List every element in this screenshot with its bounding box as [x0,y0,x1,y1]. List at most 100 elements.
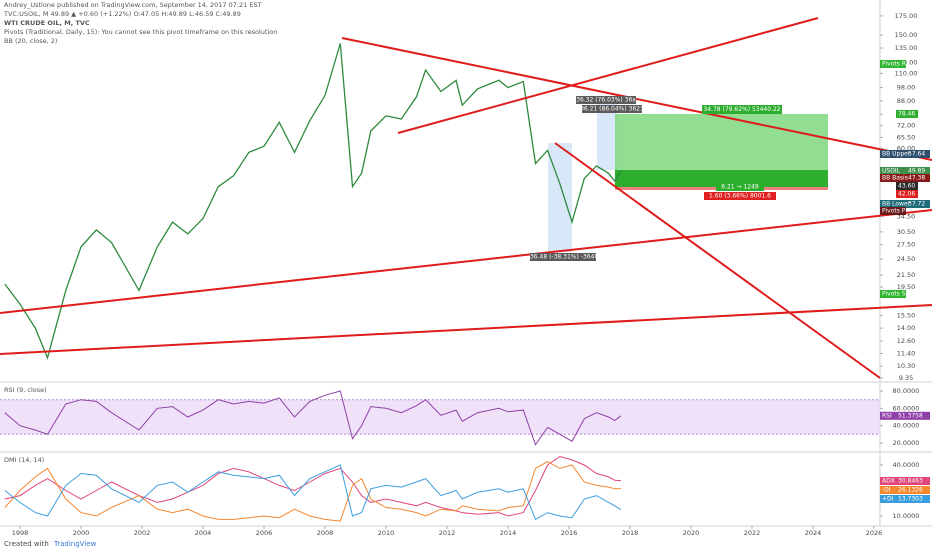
badge-bg [880,477,930,485]
position-target: 34.78 (79.62%) 53440.22 [703,106,780,113]
bb-upper: BB Upper [882,151,911,158]
bb-lower: BB Lower [882,201,911,208]
price-label: 150.00 [895,31,918,39]
label-bg [702,105,782,114]
bb-lower-value: 37.72 [908,201,925,208]
badge-bg [880,200,930,208]
time-label: 1998 [12,529,29,537]
pivots-line: Pivots (Traditional, Daily, 15): You can… [4,28,277,36]
dmi-badge-value: 13.7303 [898,496,923,503]
badge-bg [880,174,930,182]
time-label: 2008 [317,529,334,537]
badge-bg [880,411,930,420]
time-label: 2002 [134,529,151,537]
bb-line: BB (20, close, 2) [4,37,57,45]
price-label: 15.50 [897,312,916,320]
badge-bg [880,167,930,175]
label-bg [582,105,642,113]
time-label: 2020 [683,529,700,537]
price-name: USOIL [882,168,901,175]
price-label: 11.40 [897,350,916,358]
price-label: 135.00 [895,44,918,52]
trend-line [0,304,932,355]
rsi-label: 40.0000 [893,422,920,430]
stop-price: 42.06 [898,191,915,198]
label-bg [704,192,776,200]
rsi-label: 60.0000 [893,404,920,412]
last-price: 49.89 [908,168,925,175]
time-label: 2024 [805,529,822,537]
price-label: 34.50 [897,213,916,221]
target-price: 78.46 [898,111,915,118]
price-label: 72.00 [897,122,916,130]
price-label: 98.00 [897,84,916,92]
position-profit-zone [615,114,828,170]
dmi-label: 10.0000 [893,512,920,520]
rsi-label: 80.0000 [893,387,920,395]
bb-basis-value: 47.38 [908,175,925,182]
measure-box [597,100,617,170]
measure-2: 36.21 (86.04%) 3621 [580,106,644,113]
footer-brand[interactable]: TradingView [53,540,97,548]
rsi-label: 20.0000 [893,439,920,447]
price-layer [4,43,622,522]
time-label: 2000 [73,529,90,537]
dmi-badge-name: ADX [882,478,895,485]
position-stop: 1.60 (3.66%) 8001.6 [709,193,771,200]
time-label: 2006 [256,529,273,537]
measure-3: -36.48 (-38.31%) -3648 [528,254,598,261]
measure-1: 36.32 (76.03%) 36x [576,97,636,104]
label-bg [716,183,764,191]
trend-line [0,209,932,314]
dmi-title: DMI (14, 14) [4,456,44,464]
pivots-r1: Pivots R1 [882,61,910,68]
dmi-label: 40.0000 [893,461,920,469]
dmi-line [4,464,622,521]
instrument-line: WTI CRUDE OIL, M, TVC [4,19,90,27]
dmi-line [4,455,621,517]
bb-basis: BB Basis [882,175,908,182]
badge-bg [880,486,930,494]
price-label: 88.00 [897,97,916,105]
rsi-badge-value: 51.3758 [898,412,923,419]
badge-bg [880,60,906,68]
price-badges: Pivots R1 78.46 BB Upper 57.64 USOIL 49.… [880,60,930,298]
price-label: 21.50 [897,271,916,279]
label-bg [576,96,636,104]
price-label: 24.50 [897,255,916,263]
trend-line [341,37,932,161]
dmi-badge-value: 26.1326 [898,487,923,494]
time-label: 2004 [195,529,212,537]
dmi-line [4,461,621,522]
time-label: 2014 [500,529,517,537]
price-label: 175.00 [895,12,918,20]
time-label: 2026 [866,529,883,537]
badge-bg [896,190,918,198]
rsi-band [0,399,880,435]
time-label: 2022 [744,529,761,537]
time-label: 2018 [622,529,639,537]
trend-lines [0,17,932,379]
badge-bg [880,150,930,158]
dmi-badge-name: +DI [882,496,894,503]
bb-upper-value: 57.64 [908,151,925,158]
price-label: 10.30 [897,362,916,370]
dmi-badge-value: 30.8463 [898,478,923,485]
axis-layer: 1998 2000 2002 2004 2006 2008 2010 2012 2014 2016… [12,12,930,537]
rsi-badge-name: RSI [882,412,892,419]
badge-bg [880,207,906,215]
footer-created: Created with [4,540,49,548]
price-label: 12.60 [897,337,916,345]
position-mid: 6.21 → 1249 [721,184,759,191]
price-label: 14.00 [897,324,916,332]
trend-line [554,142,881,379]
dmi-badge-name: -DI [882,487,891,494]
price-label: 110.00 [895,69,918,77]
price-label: 19.50 [897,283,916,291]
time-label: 2012 [439,529,456,537]
badge-bg [896,110,918,118]
quote-line: TVC:USOIL, M 49.89 ▲ +0.60 (+1.22%) O:47… [3,10,241,18]
time-label: 2010 [378,529,395,537]
